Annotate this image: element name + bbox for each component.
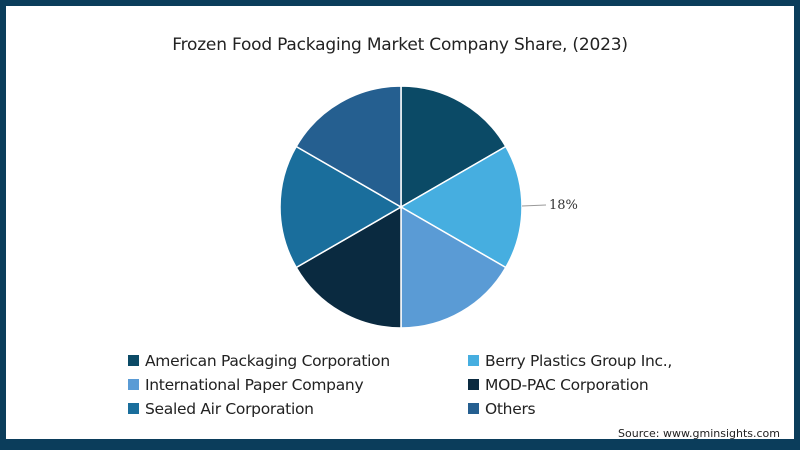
chart-title: Frozen Food Packaging Market Company Sha… — [172, 35, 628, 55]
legend-item-berry-plastics: Berry Plastics Group Inc., — [468, 349, 688, 372]
legend-swatch — [468, 379, 479, 390]
chart-legend: American Packaging Corporation Berry Pla… — [128, 349, 688, 420]
pie-slice-mod-pac-corporation — [295, 205, 402, 329]
pie-slice-international-paper-company — [400, 205, 507, 329]
legend-swatch — [128, 403, 139, 414]
legend-item-sealed-air: Sealed Air Corporation — [128, 397, 468, 420]
legend-swatch — [468, 403, 479, 414]
legend-swatch — [128, 355, 139, 366]
pie-slice-berry-plastics-group-inc — [399, 145, 523, 269]
label-leader-line — [521, 204, 547, 207]
source-credit: Source: www.gminsights.com — [618, 427, 780, 440]
legend-item-others: Others — [468, 397, 688, 420]
legend-item-american-packaging: American Packaging Corporation — [128, 349, 468, 372]
legend-swatch — [468, 355, 479, 366]
legend-item-international-paper: International Paper Company — [128, 373, 468, 396]
pie-slice-others — [295, 85, 402, 209]
legend-item-mod-pac: MOD-PAC Corporation — [468, 373, 688, 396]
slice-label-berry: 18% — [549, 198, 578, 213]
pie-slice-sealed-air-corporation — [279, 145, 403, 269]
legend-swatch — [128, 379, 139, 390]
pie-slice-american-packaging-corporation — [400, 85, 507, 209]
